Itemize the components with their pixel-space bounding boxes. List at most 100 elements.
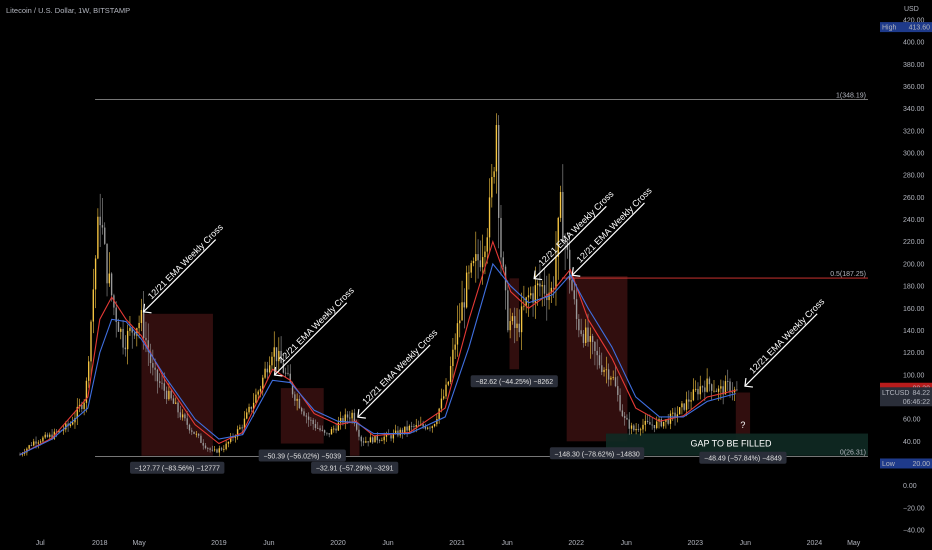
candle-body [328,433,330,435]
candle-body [525,297,527,306]
candle-body [243,418,246,429]
candle-body [413,426,415,427]
candle-body [509,321,511,331]
candle-body [543,285,546,294]
candle-body [472,261,475,264]
candle-body [287,372,289,374]
candle-body [204,445,207,449]
candle-body [640,429,642,431]
candle-body [365,441,367,443]
candle-body [211,449,214,451]
candle-body [296,398,298,401]
countdown-bg [880,396,932,407]
candle-body [268,365,271,373]
candle-body [591,336,594,342]
chart-title: Litecoin / U.S. Dollar, 1W, BITSTAMP [6,6,130,15]
candle-body [202,442,204,446]
candle-body [312,420,314,425]
candle-body [443,396,445,399]
candle-body [90,321,92,362]
candle-body [104,227,106,244]
y-tick-label: 400.00 [903,40,925,47]
candle-body [65,423,67,430]
candle-body [571,280,573,291]
candle-body [527,295,530,298]
candle-body [452,349,454,367]
candle-body [633,425,635,431]
candle-body [262,377,264,389]
candle-body [665,419,667,422]
x-tick-label: 2023 [688,540,704,547]
candle-body [35,441,37,444]
candle-body [653,425,656,429]
candle-body [470,263,472,273]
candle-body [511,316,514,322]
candle-body [326,432,328,434]
candle-body [220,448,223,450]
candle-body [408,425,411,431]
y-tick-label: 200.00 [903,261,925,268]
measure-label: −82.62 (−44.25%) −8262 [475,379,553,386]
candle-body [227,441,230,444]
measure-label: −32.91 (−57.29%) −3291 [316,466,394,473]
candle-body [562,192,564,242]
candle-body [21,453,23,455]
x-tick-label: May [847,540,861,547]
candle-body [651,424,653,426]
candle-body [564,241,566,243]
measure-label: −50.39 (−56.02%) −5039 [263,454,341,461]
candle-body [184,414,186,419]
candle-body [129,328,131,331]
candle-body [541,285,543,287]
candle-body [642,424,644,430]
candle-body [701,386,704,388]
measure-label-bg [311,461,399,474]
candle-body [294,394,296,401]
x-tick-label: 2024 [807,540,823,547]
candle-body [539,283,541,287]
candle-body [724,381,727,395]
candle-body [569,249,571,281]
y-tick-label: 100.00 [903,372,925,379]
candle-body [410,425,413,427]
arrow-head [273,366,283,377]
candle-body [23,452,26,454]
arrow-head [142,303,152,314]
y-tick-label: 320.00 [903,128,925,135]
candle-body [83,402,85,409]
candle-body [218,448,220,453]
arrow-head [357,409,366,419]
candle-body [550,287,553,293]
x-tick-label: Jun [740,540,751,547]
candle-body [507,290,509,331]
candle-body [459,320,461,324]
candle-body [108,273,111,284]
candle-body [713,390,715,392]
countdown-value: 06:46:22 [903,399,930,406]
ticker-tag-bg [880,387,932,398]
candle-body [692,389,695,401]
candle-body [81,404,83,409]
candle-body [170,390,172,399]
candle-body [335,428,337,431]
candle-body [722,386,724,395]
candle-body [367,441,369,443]
candle-body [126,330,129,350]
candle-body [120,328,122,332]
measure-label-bg [130,461,225,474]
candle-body [321,430,324,431]
candle-body [165,390,168,400]
candle-body [390,435,392,439]
candle-body [575,299,578,320]
candle-body [195,433,198,435]
candle-body [520,306,523,333]
candle-body [264,368,266,378]
candle-body [337,422,340,431]
gap-label: GAP TO BE FILLED [691,439,773,449]
candle-body [610,377,612,380]
y-tick-label: −40.00 [903,528,925,535]
candle-body [585,327,587,343]
measure-label-bg [470,375,558,388]
y-tick-label: −20.00 [903,505,925,512]
